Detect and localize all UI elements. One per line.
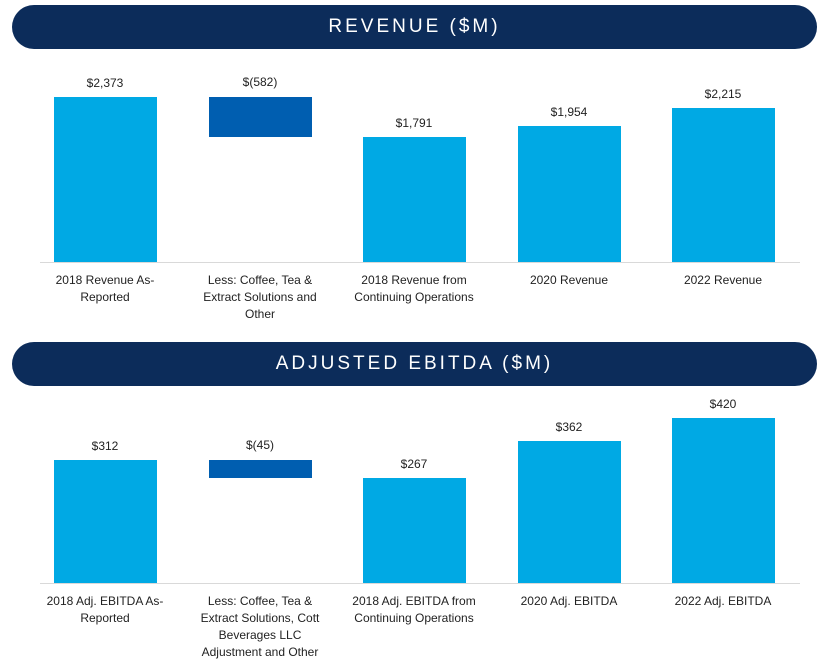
bar: [53, 97, 157, 262]
value-label: $312: [91, 439, 119, 454]
category-label: 2022 Adj. EBITDA: [674, 594, 772, 608]
category-label: 2022 Revenue: [683, 273, 763, 287]
value-label: $2,215: [704, 86, 742, 101]
value-label: $1,954: [550, 105, 588, 120]
bar: [517, 440, 621, 583]
bar: [671, 107, 775, 262]
bar: [362, 137, 466, 262]
bar: [517, 126, 621, 262]
category-label: Less: Coffee, Tea & Extract Solutions an…: [203, 273, 317, 321]
section-header: ADJUSTED EBITDA ($M): [12, 342, 817, 386]
bar: [362, 478, 466, 583]
value-label: $420: [709, 397, 737, 411]
value-label: $362: [555, 419, 583, 434]
category-label: 2018 Revenue As-Reported: [55, 273, 155, 304]
baseline: [40, 583, 800, 584]
bar: [671, 418, 775, 583]
section-header: REVENUE ($M): [12, 5, 817, 49]
category-label: 2020 Adj. EBITDA: [520, 594, 618, 608]
bar: [208, 460, 312, 479]
value-label: $267: [400, 457, 428, 472]
value-label: $(582): [242, 75, 278, 89]
category-label: 2018 Adj. EBITDA As-Reported: [46, 594, 164, 625]
bar: [208, 97, 312, 138]
bar: [53, 460, 157, 583]
category-label: Less: Coffee, Tea & Extract Solutions, C…: [200, 594, 320, 659]
category-label: 2020 Revenue: [529, 273, 609, 287]
value-label: $(45): [245, 438, 274, 453]
value-label: $2,373: [86, 76, 124, 90]
category-label: 2018 Revenue from Continuing Operations: [354, 273, 474, 304]
category-label: 2018 Adj. EBITDA from Continuing Operati…: [352, 594, 476, 625]
value-label: $1,791: [395, 116, 433, 131]
baseline: [40, 262, 800, 263]
